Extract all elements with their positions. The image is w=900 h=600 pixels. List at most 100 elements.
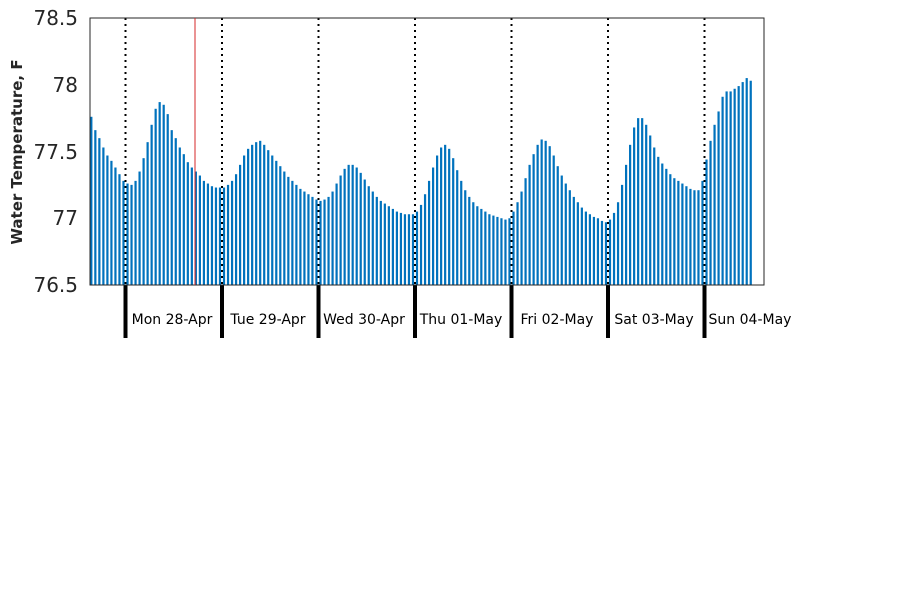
bar: [126, 183, 129, 285]
bar: [98, 138, 101, 285]
bar: [544, 140, 547, 285]
bar: [576, 202, 579, 285]
bar: [496, 216, 499, 285]
bar: [403, 214, 407, 285]
y-tick-label: 78: [53, 73, 78, 97]
bar: [685, 186, 688, 285]
bar: [536, 144, 539, 285]
bar: [532, 154, 535, 285]
bar: [725, 91, 728, 285]
day-label: Thu 01-May: [419, 312, 503, 328]
bar: [733, 88, 736, 285]
y-tick-label: 77.5: [33, 140, 78, 164]
bar: [230, 180, 234, 285]
bar: [448, 148, 451, 285]
bar: [162, 104, 165, 285]
bar: [673, 178, 676, 285]
bar: [701, 180, 704, 285]
y-axis: 76.5 77 77.5 78 78.5: [33, 6, 78, 297]
bar: [411, 214, 415, 285]
bar: [331, 191, 334, 285]
bar: [307, 194, 310, 285]
bar: [649, 135, 652, 285]
bar: [367, 186, 370, 285]
bar: [110, 160, 113, 285]
bar: [548, 146, 551, 285]
bar: [568, 190, 571, 285]
bar: [616, 202, 620, 285]
bar: [186, 162, 189, 285]
bar: [259, 140, 262, 285]
bar: [174, 138, 177, 285]
bar: [363, 179, 366, 285]
bar: [468, 196, 471, 285]
bar: [729, 91, 732, 285]
bar: [721, 96, 724, 286]
bar: [347, 164, 350, 285]
bar: [102, 147, 105, 285]
bar: [705, 159, 708, 285]
day-label: Sun 04-May: [709, 312, 792, 328]
bar: [633, 127, 636, 285]
bar: [713, 124, 716, 285]
bar: [263, 144, 266, 285]
bar: [106, 155, 109, 285]
bar: [540, 139, 543, 285]
bar: [612, 212, 616, 285]
bar: [178, 147, 181, 285]
bar: [572, 196, 575, 285]
bar: [198, 175, 201, 285]
day-label: Mon 28-Apr: [132, 312, 213, 328]
bar: [222, 187, 226, 285]
bar: [415, 211, 419, 285]
bar: [423, 194, 427, 285]
bar: [677, 180, 680, 285]
bar: [689, 188, 692, 285]
plot-area-frame: [89, 17, 765, 286]
bar: [419, 204, 423, 285]
bar: [741, 82, 744, 285]
bar: [717, 111, 720, 285]
bar: [371, 191, 374, 285]
bar: [524, 178, 527, 285]
day-label: Tue 29-Apr: [229, 312, 305, 328]
bar: [520, 191, 523, 285]
bar: [512, 211, 515, 285]
bar: [271, 155, 274, 285]
bar: [665, 168, 668, 285]
day-label: Wed 30-Apr: [323, 312, 405, 328]
bar: [500, 218, 503, 285]
bar: [182, 154, 185, 285]
bar: [267, 150, 270, 285]
bar: [492, 215, 495, 285]
bar: [661, 163, 664, 285]
bar: [669, 174, 672, 285]
bar: [170, 130, 173, 285]
bar: [202, 180, 206, 285]
bar: [251, 144, 254, 285]
bar: [303, 191, 306, 285]
bar: [580, 207, 583, 285]
x-axis-day-labels: Mon 28-Apr Tue 29-Apr Wed 30-Apr Thu 01-…: [132, 312, 792, 328]
bar: [335, 183, 338, 285]
bar: [319, 200, 322, 285]
bar: [516, 202, 519, 285]
bar: [299, 188, 302, 285]
bar: [552, 155, 555, 285]
bar: [399, 212, 403, 285]
bar: [476, 206, 479, 285]
bar: [118, 174, 121, 285]
bar: [600, 220, 604, 285]
bar: [464, 190, 467, 285]
bar: [472, 202, 475, 285]
bar: [604, 222, 608, 285]
bar: [295, 184, 298, 286]
bar: [508, 218, 511, 285]
bar: [444, 144, 447, 285]
bar: [323, 199, 326, 285]
bar: [150, 124, 153, 285]
y-tick-label: 76.5: [33, 273, 78, 297]
bar: [291, 180, 294, 285]
bar: [697, 190, 700, 285]
bar: [343, 168, 346, 285]
